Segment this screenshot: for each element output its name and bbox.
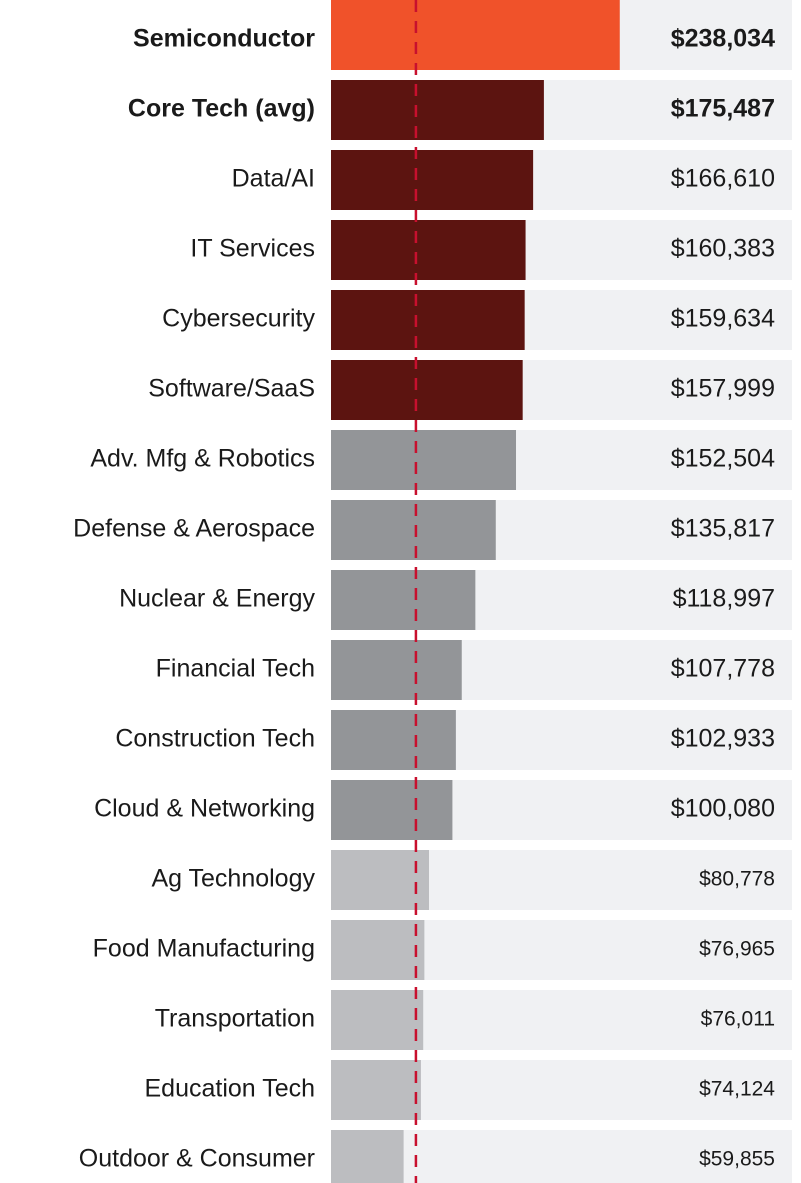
category-label: Food Manufacturing [93,935,315,963]
category-label: Transportation [155,1005,315,1033]
bar [331,1060,421,1120]
category-label: Education Tech [145,1075,316,1103]
bar [331,80,544,140]
value-label: $157,999 [671,375,775,403]
bar [331,0,620,70]
value-label: $107,778 [671,655,775,683]
value-label: $135,817 [671,515,775,543]
category-label: Software/SaaS [148,375,315,403]
value-label: $238,034 [671,25,775,53]
value-label: $102,933 [671,725,775,753]
value-label: $166,610 [671,165,775,193]
value-label: $175,487 [671,95,775,123]
value-label: $159,634 [671,305,775,333]
value-label: $100,080 [671,795,775,823]
category-label: Data/AI [232,165,315,193]
bar-track [331,1130,792,1183]
value-label: $74,124 [699,1078,775,1101]
bar [331,500,496,560]
bar [331,150,534,210]
value-label: $76,965 [699,938,775,961]
category-label: Adv. Mfg & Robotics [90,445,315,473]
category-label: Financial Tech [156,655,315,683]
category-label: IT Services [190,235,315,263]
bar [331,360,523,420]
value-label: $160,383 [671,235,775,263]
bar [331,780,453,840]
category-label: Core Tech (avg) [128,95,315,123]
category-label: Semiconductor [133,25,315,53]
value-label: $80,778 [699,868,775,891]
category-label: Construction Tech [115,725,315,753]
bar [331,640,462,700]
bar [331,850,429,910]
category-label: Cybersecurity [162,305,315,333]
bar [331,990,424,1050]
bar [331,570,476,630]
value-label: $76,011 [701,1008,775,1031]
bar [331,290,525,350]
value-label: $118,997 [673,585,775,613]
bar [331,220,526,280]
category-label: Outdoor & Consumer [79,1145,315,1173]
value-label: $59,855 [699,1148,775,1171]
category-label: Defense & Aerospace [73,515,315,543]
category-label: Nuclear & Energy [119,585,315,613]
bar [331,430,517,490]
bar [331,920,425,980]
bar [331,1130,404,1183]
value-label: $152,504 [671,445,775,473]
bar [331,710,456,770]
category-label: Cloud & Networking [94,795,315,823]
category-label: Ag Technology [151,865,315,893]
